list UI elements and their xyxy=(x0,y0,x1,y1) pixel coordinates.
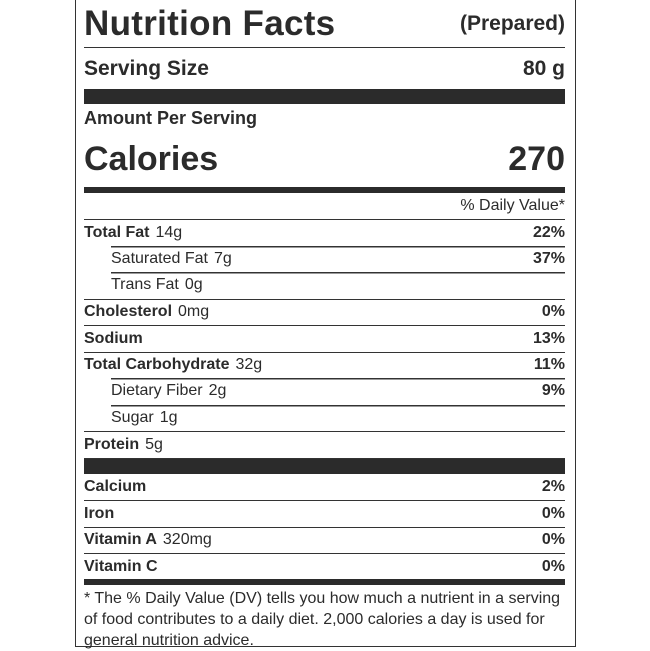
nutrient-name: Sugar xyxy=(111,408,154,426)
nutrient-label: Saturated Fat 7g xyxy=(111,250,232,268)
nutrient-name: Trans Fat xyxy=(111,276,179,294)
nutrient-row: Calcium 2% xyxy=(84,474,565,501)
nutrient-label: Trans Fat 0g xyxy=(111,276,203,294)
nutrient-amount: 7g xyxy=(213,249,232,267)
nutrient-name: Total Carbohydrate xyxy=(84,356,230,374)
nutrient-daily-value: 22% xyxy=(532,223,565,241)
nutrient-row: Cholesterol 0mg 0% xyxy=(84,298,565,326)
nutrient-daily-value: 0% xyxy=(541,303,565,321)
nutrient-label: Cholesterol 0mg xyxy=(84,303,209,321)
nutrient-list: Total Fat 14g 22% Saturated Fat 7g 37% Trans F… xyxy=(84,219,565,458)
nutrient-amount: 1g xyxy=(159,408,178,426)
nutrient-name: Protein xyxy=(84,435,140,453)
thick-divider xyxy=(84,578,565,585)
nutrient-label: Dietary Fiber 2g xyxy=(111,382,226,400)
nutrient-amount: 2g xyxy=(208,382,227,400)
nutrient-name: Cholesterol xyxy=(84,303,173,321)
nutrient-label: Total Carbohydrate 32g xyxy=(84,356,262,374)
nutrient-label: Total Fat 14g xyxy=(84,224,182,242)
nutrient-name: Vitamin C xyxy=(84,557,158,575)
footnote: * The % Daily Value (DV) tells you how m… xyxy=(84,589,561,649)
nutrient-name: Saturated Fat xyxy=(111,249,208,267)
serving-size-value: 80 g xyxy=(522,56,565,80)
vitamin-list: Calcium 2% Iron 0% Vitamin A 320mg 0% Vitamin C… xyxy=(84,474,565,580)
nutrient-row: Iron 0% xyxy=(84,500,565,527)
calories-row: Calories 270 xyxy=(84,131,565,187)
nutrient-label: Vitamin C xyxy=(84,558,158,576)
nutrient-daily-value: 2% xyxy=(541,477,565,495)
nutrient-row: Sugar 1g xyxy=(84,404,565,431)
nutrient-amount: 32g xyxy=(235,356,263,374)
nutrient-label: Iron xyxy=(84,505,114,523)
serving-size-row: Serving Size 80 g xyxy=(84,48,565,89)
nutrient-amount: 5g xyxy=(145,435,163,453)
nutrient-label: Calcium xyxy=(84,478,146,496)
label-header: Nutrition Facts (Prepared) xyxy=(84,0,565,47)
nutrient-amount: 0g xyxy=(184,276,203,294)
nutrient-daily-value: 0% xyxy=(541,557,565,575)
nutrient-row: Vitamin C 0% xyxy=(84,553,565,580)
divider xyxy=(84,47,565,48)
thick-divider xyxy=(84,457,565,474)
nutrient-daily-value: 37% xyxy=(532,249,565,267)
thick-divider xyxy=(84,89,565,104)
calories-label: Calories xyxy=(84,139,219,178)
nutrient-amount: 14g xyxy=(155,223,183,241)
nutrient-row: Protein 5g xyxy=(84,431,565,458)
nutrient-name: Sodium xyxy=(84,329,143,347)
daily-value-header: % Daily Value* xyxy=(460,197,565,214)
nutrient-daily-value: 0% xyxy=(541,504,565,522)
nutrient-row: Saturated Fat 7g 37% xyxy=(84,245,565,272)
nutrient-daily-value: 9% xyxy=(541,382,565,400)
nutrition-facts-label: Nutrition Facts (Prepared) Serving Size … xyxy=(84,0,565,651)
calories-value: 270 xyxy=(508,139,565,178)
nutrient-amount: 320mg xyxy=(162,531,212,549)
nutrient-daily-value: 11% xyxy=(533,356,565,374)
nutrient-label: Sugar 1g xyxy=(111,409,178,427)
nutrient-row: Dietary Fiber 2g 9% xyxy=(84,378,565,405)
nutrient-label: Sodium xyxy=(84,330,143,348)
nutrient-name: Calcium xyxy=(84,477,147,495)
nutrient-daily-value: 0% xyxy=(541,531,565,549)
nutrient-label: Protein 5g xyxy=(84,436,163,454)
nutrient-name: Vitamin A xyxy=(84,531,157,549)
nutrient-row: Vitamin A 320mg 0% xyxy=(84,526,565,554)
nutrient-row: Total Carbohydrate 32g 11% xyxy=(84,351,565,379)
nutrient-row: Sodium 13% xyxy=(84,325,565,352)
nutrient-name: Iron xyxy=(84,504,115,522)
thick-divider xyxy=(84,187,565,193)
nutrient-amount: 0mg xyxy=(178,303,210,321)
nutrient-label: Vitamin A 320mg xyxy=(84,531,212,549)
serving-size-label: Serving Size xyxy=(84,56,209,80)
nutrient-daily-value: 13% xyxy=(532,329,565,347)
label-frame xyxy=(75,0,576,647)
nutrient-row: Total Fat 14g 22% xyxy=(84,219,565,246)
nutrient-name: Dietary Fiber xyxy=(111,382,203,400)
label-title: Nutrition Facts xyxy=(84,3,336,43)
nutrient-row: Trans Fat 0g xyxy=(84,272,565,299)
amount-per-serving: Amount Per Serving xyxy=(84,108,258,128)
label-qualifier: (Prepared) xyxy=(459,11,565,35)
nutrient-name: Total Fat xyxy=(84,223,150,241)
